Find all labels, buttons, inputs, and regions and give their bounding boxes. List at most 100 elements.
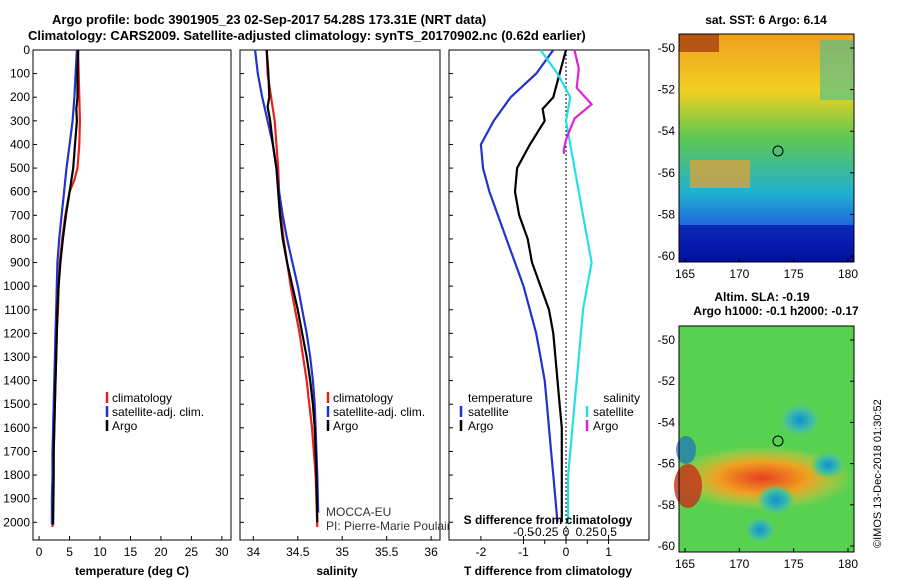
s-difference-label: S difference from climatology — [464, 513, 633, 527]
x-tick-label: 20 — [154, 545, 168, 559]
x-tick-label: 35 — [336, 545, 350, 559]
difference-series — [479, 49, 594, 523]
y-tick-label: 1000 — [3, 279, 30, 293]
sla-map: Altim. SLA: -0.19 Argo h1000: -0.1 h2000… — [658, 290, 859, 571]
lat-tick-label: -52 — [658, 83, 676, 97]
temperature-legend: climatology satellite-adj. clim. Argo — [105, 391, 204, 433]
y-tick-label: 100 — [10, 67, 30, 81]
y-tick-label: 500 — [10, 161, 30, 175]
x-tick-label: 36 — [424, 545, 438, 559]
lat-tick-label: -60 — [658, 539, 676, 553]
sst-map-frame — [678, 33, 855, 263]
sla-warm-anomaly — [670, 446, 854, 510]
t-difference-label: T difference from climatology — [464, 564, 632, 578]
climatology-title: Climatology: CARS2009. Satellite-adjuste… — [28, 28, 586, 43]
difference-axes-frame — [448, 49, 650, 541]
x-tick-label: 10 — [93, 545, 107, 559]
lon-tick-label: 175 — [784, 267, 804, 281]
sla-map-title-1: Altim. SLA: -0.19 — [714, 290, 810, 304]
salinity-axes-frame — [239, 49, 441, 541]
imos-timestamp: ©IMOS 13-Dec-2018 01:30:52 — [872, 399, 884, 548]
x-tick-label: -1 — [518, 545, 529, 559]
legend-climatology: climatology — [112, 391, 172, 405]
sla-map-frame — [678, 325, 855, 553]
salinity-series — [254, 49, 320, 528]
legend-s-satellite: satellite — [593, 405, 634, 419]
legend-s-argo: Argo — [593, 419, 619, 433]
y-tick-label: 400 — [10, 137, 30, 151]
sst-lat-axis: -50 -52 -54 -56 -58 -60 — [658, 41, 854, 263]
x-tick-label: -0.5 — [513, 525, 534, 539]
lat-tick-label: -58 — [658, 207, 676, 221]
y-tick-label: 1500 — [3, 397, 30, 411]
salinity-y-ticks — [240, 49, 244, 523]
project-label: MOCCA-EU — [326, 505, 391, 519]
y-tick-label: 900 — [10, 256, 30, 270]
series-s-climatology — [265, 49, 319, 528]
salinity-legend: climatology satellite-adj. clim. Argo — [326, 391, 425, 433]
difference-panel: -2 -1 0 1 -0.5-0.25 0 0.25 0.5 S difference fr… — [448, 49, 650, 578]
x-tick-label: 34.5 — [286, 545, 310, 559]
lon-tick-label: 170 — [729, 557, 749, 571]
legend-salinity-title: salinity — [603, 391, 640, 405]
sla-cool-eddy-4 — [778, 402, 822, 438]
temperature-x-axis: 0 5 10 15 20 25 30 — [36, 536, 229, 559]
sla-field — [679, 326, 854, 552]
x-tick-label: 0 — [563, 545, 570, 559]
difference-legend: temperature satellite Argo salinity sate… — [459, 391, 640, 433]
pi-label: PI: Pierre-Marie Poulain — [326, 519, 453, 533]
sst-warm-patch — [679, 34, 719, 52]
series-t-satellite-adj-clim- — [50, 49, 78, 525]
series-s-argo — [265, 49, 319, 523]
lon-tick-label: 180 — [838, 267, 858, 281]
legend-argo: Argo — [112, 419, 138, 433]
lon-tick-label: 165 — [675, 267, 695, 281]
sla-map-title-2: Argo h1000: -0.1 h2000: -0.17 — [693, 304, 859, 318]
lat-tick-label: -50 — [658, 41, 676, 55]
profile-title: Argo profile: bodc 3901905_23 02-Sep-201… — [52, 12, 487, 27]
y-tick-label: 1300 — [3, 350, 30, 364]
sla-cool-eddy-2 — [810, 451, 846, 479]
argo-location-marker — [772, 145, 784, 157]
y-tick-label: 300 — [10, 114, 30, 128]
sst-map-title: sat. SST: 6 Argo: 6.14 — [705, 13, 827, 27]
depth-axis: 0 100 200 300 400 500 600 700 800 900 1000 1100 1200… — [3, 43, 37, 529]
legend-temperature-title: temperature — [468, 391, 533, 405]
lon-tick-label: 175 — [784, 557, 804, 571]
lat-tick-label: -54 — [658, 124, 676, 138]
x-tick-label: 5 — [66, 545, 73, 559]
sla-cool-edge — [676, 436, 696, 464]
y-tick-label: 1800 — [3, 468, 30, 482]
x-tick-label: 0.25 — [576, 525, 600, 539]
y-tick-label: 1600 — [3, 421, 30, 435]
x-tick-label: 0 — [36, 545, 43, 559]
s-difference-axis: -0.5-0.25 0 0.25 0.5 — [513, 525, 617, 544]
salinity-x-axis: 34 34.5 35 35.5 36 — [247, 536, 438, 559]
temperature-xlabel: temperature (deg C) — [75, 564, 189, 578]
t-difference-x-axis: -2 -1 0 1 — [476, 536, 612, 559]
lat-tick-label: -54 — [658, 415, 676, 429]
x-tick-label: 0 — [563, 525, 570, 539]
lat-tick-label: -56 — [658, 457, 676, 471]
lon-tick-label: 165 — [675, 557, 695, 571]
lat-tick-label: -58 — [658, 498, 676, 512]
series-d-s-argo — [562, 49, 594, 154]
temperature-axes-frame — [32, 49, 232, 541]
salinity-panel: 34 34.5 35 35.5 36 salinity climatology sate… — [239, 49, 453, 578]
temperature-series — [50, 49, 82, 528]
sst-cool-patch — [820, 40, 854, 100]
lat-tick-label: -56 — [658, 166, 676, 180]
series-t-argo — [52, 49, 80, 525]
sla-lat-axis: -50 -52 -54 -56 -58 -60 — [658, 333, 854, 553]
sla-cool-eddy-3 — [744, 516, 776, 544]
y-tick-label: 200 — [10, 90, 30, 104]
x-tick-label: -2 — [476, 545, 487, 559]
series-d-t-satellite — [479, 49, 559, 523]
x-tick-label: 25 — [185, 545, 199, 559]
x-tick-label: 35.5 — [375, 545, 399, 559]
x-tick-label: 1 — [605, 545, 612, 559]
sst-lon-axis: 165 170 175 180 — [675, 258, 858, 281]
legend-satellite: satellite-adj. clim. — [112, 405, 204, 419]
y-tick-label: 700 — [10, 208, 30, 222]
